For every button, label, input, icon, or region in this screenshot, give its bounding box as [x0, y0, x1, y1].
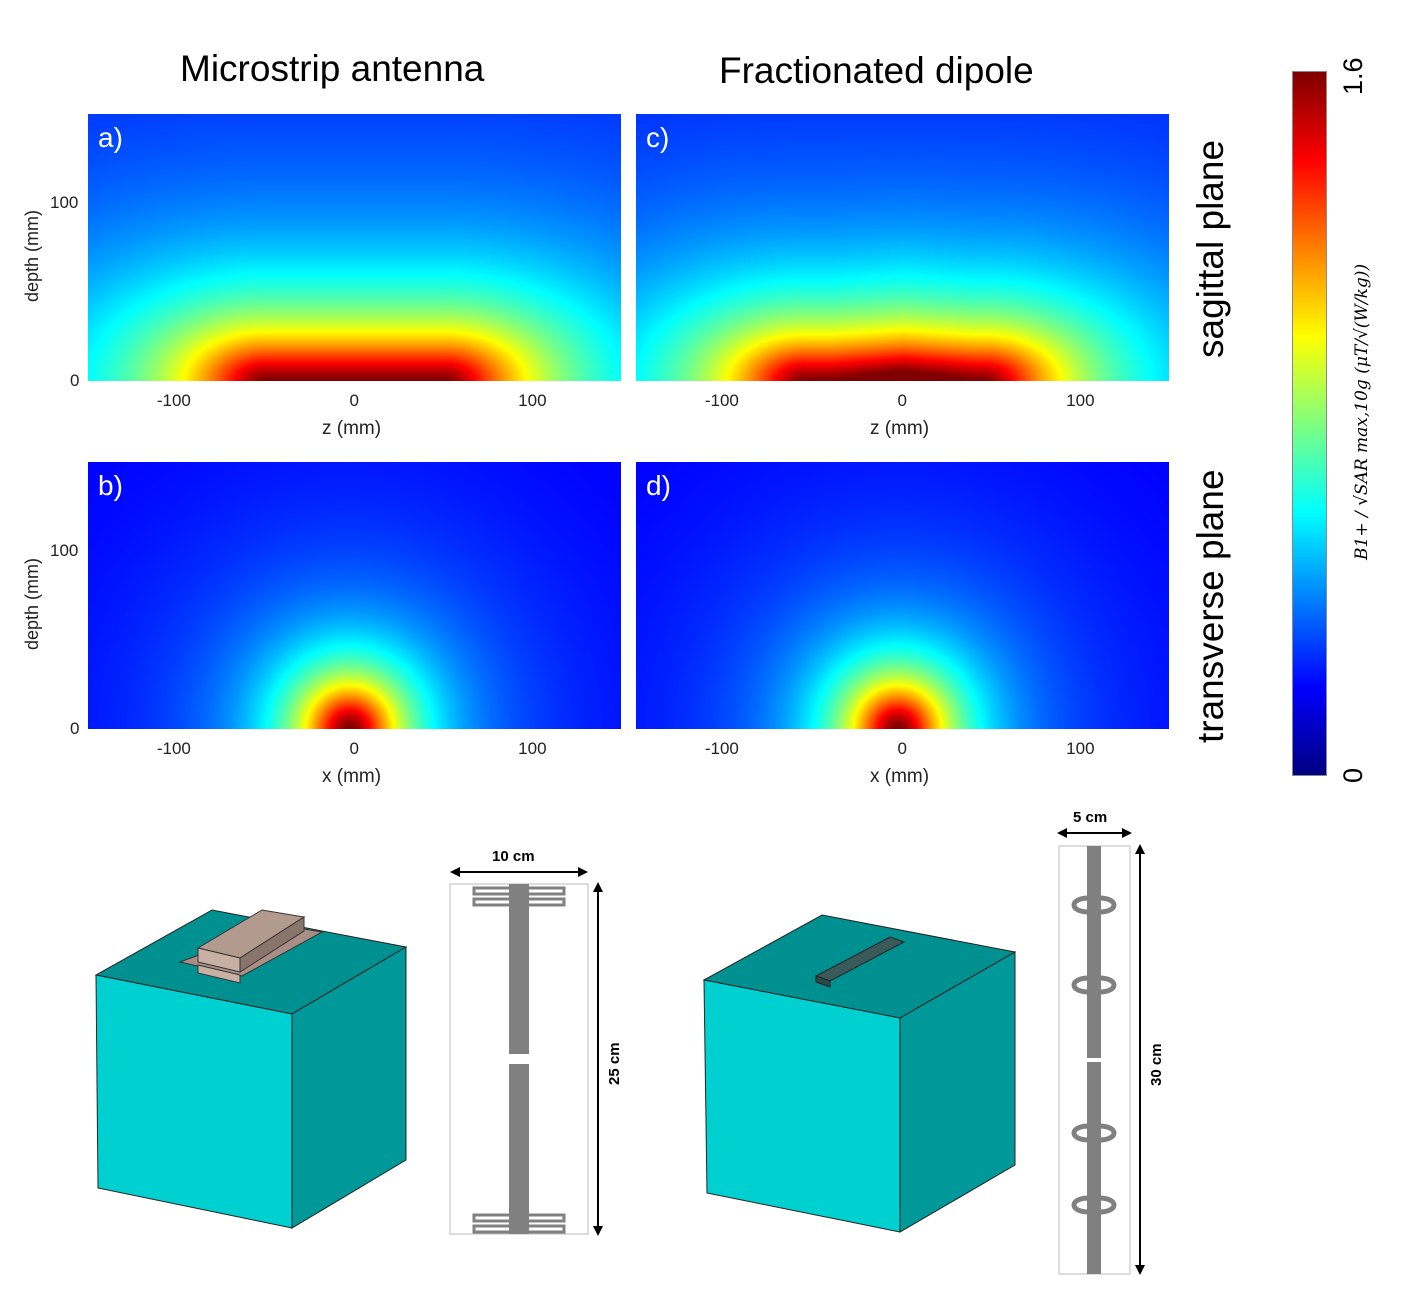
microstrip-layout: [449, 867, 603, 1236]
heatmap-a: [88, 114, 621, 381]
dipole-width-label: 5 cm: [1073, 809, 1108, 826]
x-axis-label: z (mm): [870, 418, 930, 439]
colorbar: [1292, 71, 1327, 776]
x-tick-label: -100: [704, 391, 739, 410]
y-tick-label: 100: [50, 541, 79, 560]
microstrip-length-label: 25 cm: [606, 1042, 623, 1085]
x-tick-label: 100: [1066, 391, 1095, 410]
row-title-transverse: transverse plane: [1190, 469, 1231, 743]
y-tick-label: 100: [50, 193, 79, 212]
panel-label: d): [646, 470, 671, 501]
microstrip-width-label: 10 cm: [492, 848, 535, 865]
colorbar-label: B1+ / √SAR max,10g (μT/√(W/kg)): [1352, 263, 1372, 560]
dipole-layout: [1057, 828, 1145, 1275]
panel-label: c): [646, 122, 670, 153]
colorbar-min-label: 0: [1338, 767, 1368, 783]
x-axis-label: z (mm): [322, 418, 382, 439]
x-tick-label: -100: [156, 739, 191, 758]
y-tick-label: 0: [70, 371, 80, 390]
x-tick-label: 100: [518, 391, 547, 410]
y-tick-label: 0: [70, 719, 80, 738]
panel-label: b): [98, 470, 123, 501]
x-tick-label: 0: [349, 739, 359, 758]
dipole-length-label: 30 cm: [1148, 1043, 1165, 1086]
heatmap-d: [636, 462, 1169, 729]
x-tick-label: 100: [1066, 739, 1095, 758]
microstrip-phantom: [94, 909, 408, 1229]
colorbar-max-label: 1.6: [1338, 57, 1368, 95]
column-title-microstrip: Microstrip antenna: [180, 48, 485, 89]
x-tick-label: -100: [156, 391, 191, 410]
antenna-diagrams: [94, 828, 1145, 1275]
y-axis-label: depth (mm): [22, 557, 42, 650]
x-tick-label: 100: [518, 739, 547, 758]
x-axis-label: x (mm): [322, 766, 382, 787]
x-tick-label: 0: [897, 739, 907, 758]
heatmap-c: [636, 114, 1169, 381]
x-axis-label: x (mm): [870, 766, 930, 787]
heatmap-b: [88, 462, 621, 729]
y-axis-label: depth (mm): [22, 209, 42, 302]
column-title-dipole: Fractionated dipole: [719, 50, 1034, 91]
x-tick-label: 0: [349, 391, 359, 410]
row-title-sagittal: sagittal plane: [1190, 139, 1231, 358]
dipole-phantom: [702, 914, 1017, 1233]
x-tick-label: -100: [704, 739, 739, 758]
panel-label: a): [98, 122, 123, 153]
x-tick-label: 0: [897, 391, 907, 410]
